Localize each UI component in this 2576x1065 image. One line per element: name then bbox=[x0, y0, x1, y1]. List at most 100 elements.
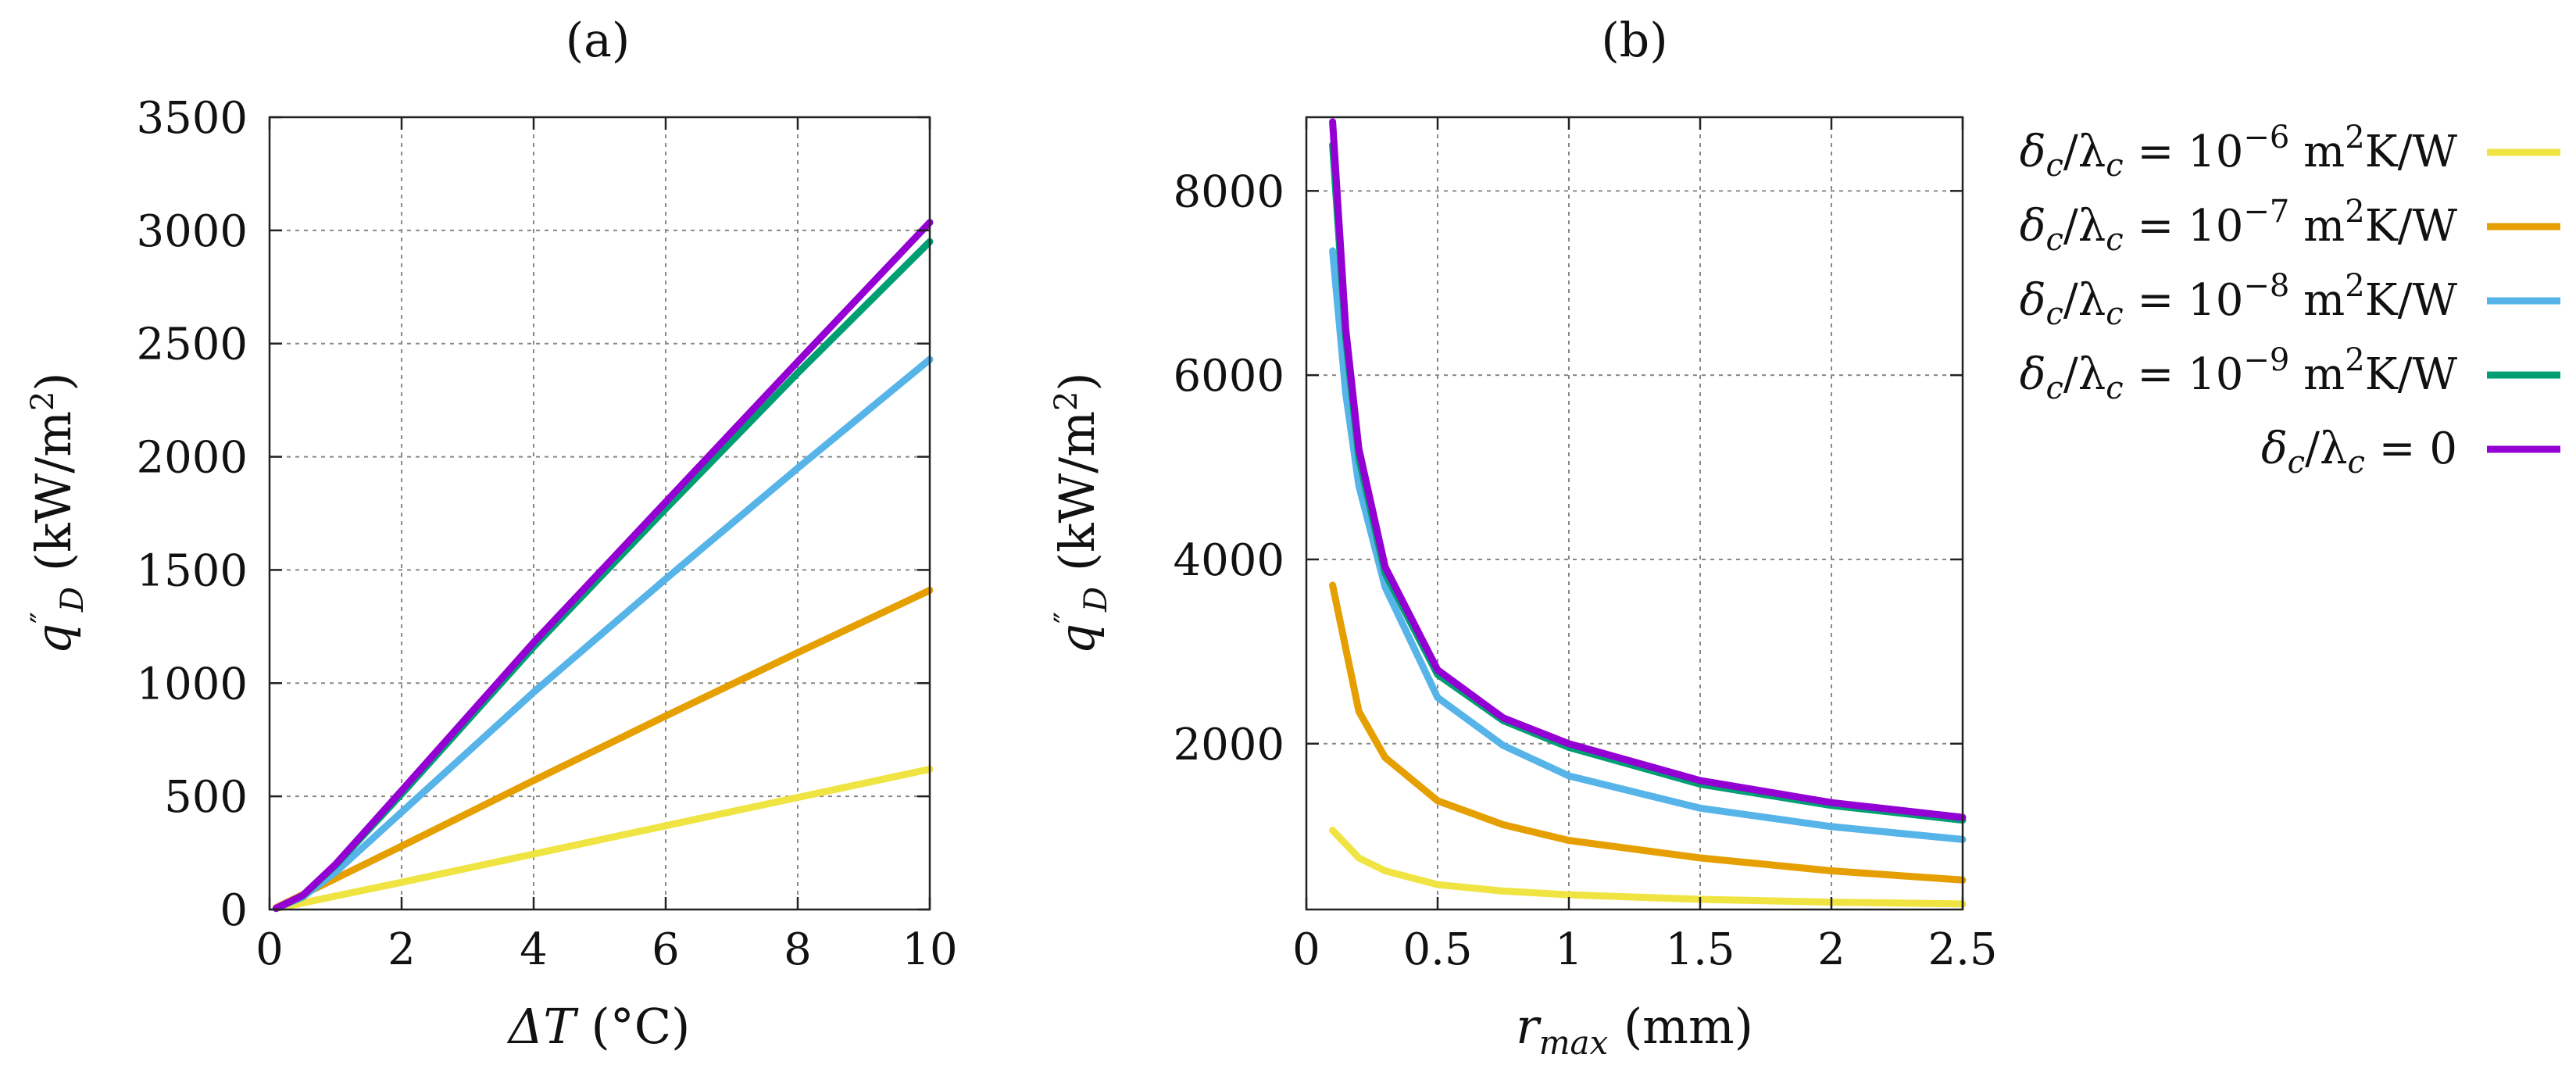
panel-a-xlabel-main: ΔT bbox=[507, 998, 580, 1055]
legend-label-part: 2 bbox=[2345, 268, 2364, 304]
x-tick-label: 2.5 bbox=[1928, 924, 1997, 975]
panel-a-ylabel: q″D (kW/m2) bbox=[25, 372, 91, 654]
legend-label-part: c bbox=[2045, 148, 2063, 184]
series-line-s9 bbox=[272, 238, 934, 913]
panel-b-xlabel: rmax (mm) bbox=[1516, 998, 1753, 1062]
legend-label-part: δ bbox=[2020, 349, 2046, 400]
legend-label-part: δ bbox=[2020, 201, 2046, 252]
legend-label-part: = 10 bbox=[2124, 275, 2244, 326]
panel-b-lines bbox=[1329, 118, 1967, 908]
panel-b-ylabel-sub: D bbox=[1078, 587, 1114, 613]
x-tick-label: 1 bbox=[1555, 924, 1583, 975]
legend-label-part: 2 bbox=[2345, 120, 2364, 155]
x-tick-label: 0.5 bbox=[1402, 924, 1472, 975]
panel-a-ylabel-unit: (kW/m bbox=[25, 411, 82, 587]
legend-label-part: /λ bbox=[2063, 201, 2106, 252]
panel-a-xlabel: ΔT (°C) bbox=[507, 998, 691, 1055]
legend-label-part: /λ bbox=[2063, 275, 2106, 326]
legend-label-part: /λ bbox=[2063, 349, 2106, 400]
x-tick-label: 8 bbox=[784, 924, 812, 975]
panel-a-ylabel-sub: D bbox=[55, 587, 91, 613]
legend-label-part: c bbox=[2106, 222, 2123, 258]
legend-label-part: c bbox=[2045, 370, 2063, 406]
panel-a-ylabel-prime: ″ bbox=[25, 612, 61, 624]
y-tick-label: 2500 bbox=[136, 320, 248, 370]
legend-label-s6: δc/λc = 10−6 m2K/W bbox=[2020, 120, 2458, 184]
legend-label-part: δ bbox=[2261, 423, 2288, 474]
y-tick-label: 1000 bbox=[136, 659, 248, 709]
panel-a-ticks bbox=[268, 116, 931, 911]
legend-label-part: = 0 bbox=[2365, 423, 2457, 474]
legend-label-part: δ bbox=[2020, 127, 2046, 177]
legend-label-part: K/W bbox=[2365, 127, 2458, 177]
panel-b-grid bbox=[1306, 117, 1963, 910]
x-tick-label: 4 bbox=[520, 924, 548, 975]
legend-label-part: −8 bbox=[2243, 268, 2289, 304]
y-tick-label: 2000 bbox=[1173, 720, 1284, 770]
legend-label-part: 2 bbox=[2345, 194, 2364, 230]
y-tick-label: 3500 bbox=[136, 93, 248, 144]
series-line-s6 bbox=[1329, 827, 1967, 908]
panel-b-ylabel-unit: (kW/m bbox=[1049, 411, 1106, 587]
legend-label-part: c bbox=[2045, 222, 2063, 258]
legend-label-s7: δc/λc = 10−7 m2K/W bbox=[2020, 194, 2458, 258]
series-line-s0 bbox=[272, 219, 934, 913]
y-tick-label: 500 bbox=[164, 772, 248, 823]
legend-label-part: K/W bbox=[2365, 275, 2458, 326]
legend-label-part: m bbox=[2289, 127, 2345, 177]
legend-label-part: c bbox=[2045, 296, 2063, 332]
panel-a-frame bbox=[268, 116, 931, 911]
series-line-s7 bbox=[272, 587, 934, 912]
legend-label-part: 2 bbox=[2345, 342, 2364, 378]
legend-label-part: c bbox=[2106, 296, 2123, 332]
panel-b-frame bbox=[1305, 116, 1964, 911]
x-tick-label: 6 bbox=[652, 924, 680, 975]
panel-b-xlabel-sub: max bbox=[1539, 1024, 1609, 1062]
legend-label-part: −7 bbox=[2243, 194, 2289, 230]
legend-label-part: −6 bbox=[2243, 120, 2289, 155]
legend-label-part: c bbox=[2106, 370, 2123, 406]
legend-label-part: /λ bbox=[2305, 423, 2347, 474]
legend-label-part: m bbox=[2289, 201, 2345, 252]
y-tick-label: 6000 bbox=[1173, 351, 1284, 402]
x-tick-label: 0 bbox=[1292, 924, 1320, 975]
legend-label-part: c bbox=[2106, 148, 2123, 184]
legend-label-part: c bbox=[2347, 445, 2364, 481]
legend-label-part: −9 bbox=[2243, 342, 2289, 378]
panel-b-ticks bbox=[1305, 117, 1964, 910]
series-line-s6 bbox=[272, 765, 934, 913]
legend-label-s8: δc/λc = 10−8 m2K/W bbox=[2020, 268, 2458, 332]
legend-label-s0: δc/λc = 0 bbox=[2261, 423, 2457, 481]
legend-label-part: = 10 bbox=[2124, 349, 2244, 400]
series-line-s7 bbox=[1329, 581, 1967, 884]
y-tick-label: 0 bbox=[220, 885, 248, 936]
x-tick-label: 0 bbox=[255, 924, 284, 975]
legend-label-part: m bbox=[2289, 275, 2345, 326]
legend-label-part: = 10 bbox=[2124, 201, 2244, 252]
x-tick-label: 2 bbox=[388, 924, 416, 975]
legend-label-s9: δc/λc = 10−9 m2K/W bbox=[2020, 342, 2458, 406]
y-tick-label: 4000 bbox=[1173, 535, 1284, 586]
panel-b-xlabel-unit: (mm) bbox=[1608, 998, 1753, 1055]
panel-a-lines bbox=[272, 219, 934, 913]
panel-b-ylabel-unit-end: ) bbox=[1049, 372, 1106, 391]
panel-a-ylabel-unit-end: ) bbox=[25, 372, 82, 391]
panel-a-tick-labels: 0 2 4 6 8 10 0 500 1000 1500 2000 2500 3000 3500 bbox=[136, 93, 957, 975]
legend-label-part: K/W bbox=[2365, 201, 2458, 252]
panel-a-xlabel-unit: (°C) bbox=[576, 998, 691, 1055]
series-line-s0 bbox=[1329, 118, 1967, 821]
x-tick-label: 10 bbox=[902, 924, 957, 975]
panel-b-ylabel: q″D (kW/m2) bbox=[1049, 372, 1114, 654]
y-tick-label: 1500 bbox=[136, 545, 248, 596]
x-tick-label: 1.5 bbox=[1665, 924, 1735, 975]
y-tick-label: 3000 bbox=[136, 206, 248, 257]
y-tick-label: 2000 bbox=[136, 433, 248, 484]
panel-b-ylabel-q: q bbox=[1049, 624, 1106, 655]
panel-b-ylabel-prime: ″ bbox=[1049, 612, 1084, 624]
panel-a: (a) 0 2 4 6 8 100500100015002000250030003500 … bbox=[25, 13, 958, 1055]
x-tick-label: 2 bbox=[1817, 924, 1845, 975]
legend-label-part: = 10 bbox=[2124, 127, 2244, 177]
panel-b-tick-labels: 0 0.5 1 1.5 2 2.5 2000 4000 6000 8000 bbox=[1173, 166, 1997, 975]
panel-b-title: (b) bbox=[1601, 13, 1667, 68]
